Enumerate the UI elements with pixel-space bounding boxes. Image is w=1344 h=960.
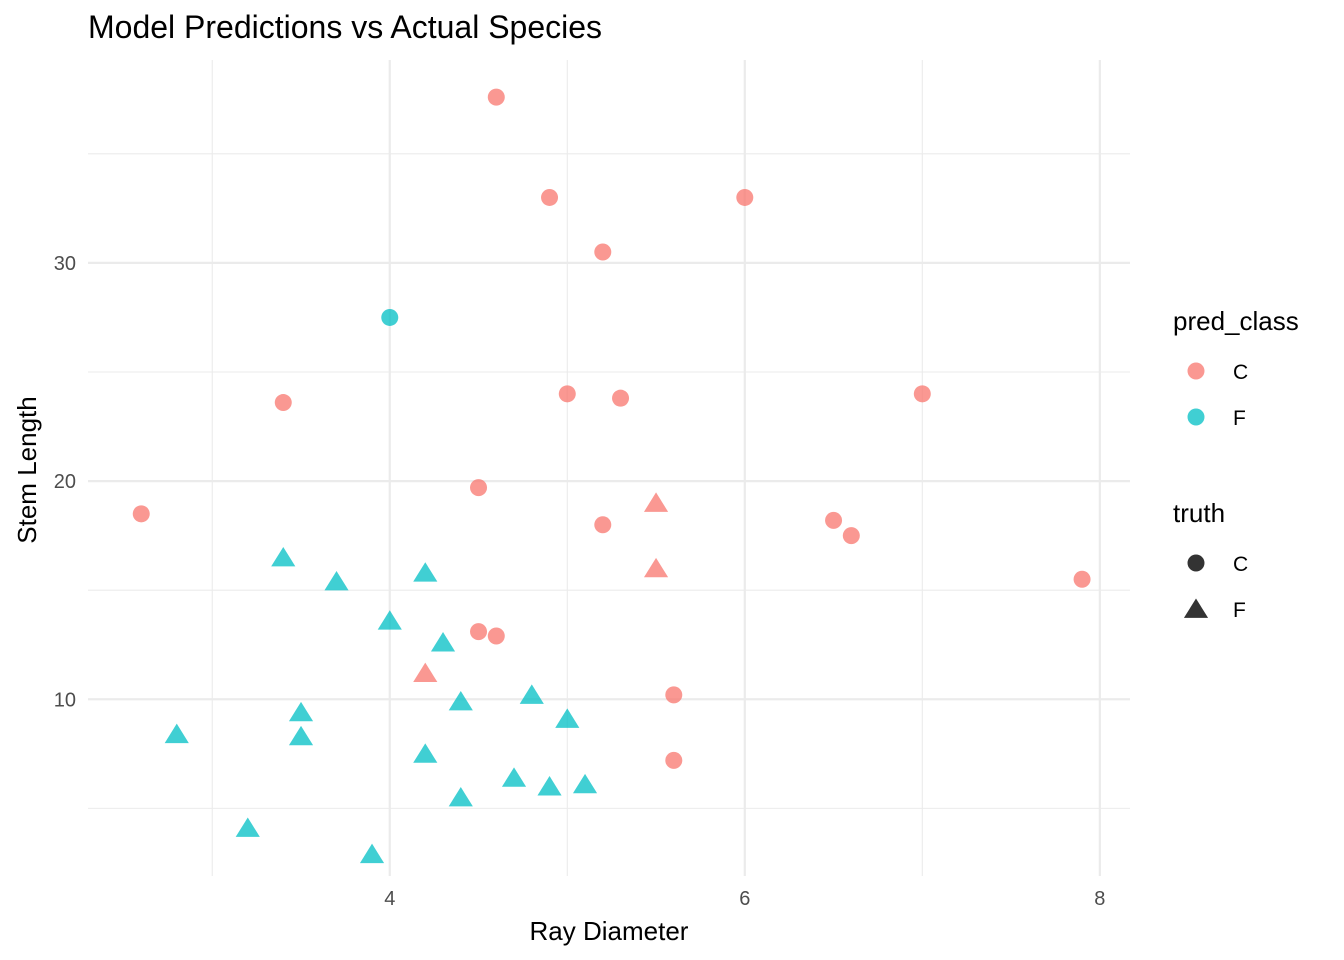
data-point-circle — [665, 686, 683, 704]
data-point-triangle — [413, 562, 438, 582]
data-point-circle — [612, 389, 630, 407]
data-point-circle — [736, 188, 754, 206]
data-point-circle — [487, 627, 505, 645]
x-tick-label: 6 — [739, 888, 750, 910]
data-point-circle — [594, 516, 612, 534]
data-point-circle — [913, 385, 931, 403]
legend-key-triangle — [1183, 598, 1209, 618]
legend-title-truth: truth — [1173, 498, 1225, 528]
data-point-circle — [825, 511, 843, 529]
data-point-triangle — [324, 570, 349, 591]
x-tick-labels: 4 6 8 — [384, 888, 1105, 910]
data-point-circle — [487, 88, 505, 106]
data-point-circle — [470, 479, 488, 497]
y-tick-label: 30 — [54, 253, 76, 275]
legend-key-circle — [1187, 408, 1205, 426]
data-point-triangle — [537, 776, 562, 796]
data-point-triangle — [555, 708, 580, 728]
data-point-triangle — [519, 684, 544, 704]
data-point-circle — [1073, 570, 1091, 588]
legend-label: F — [1233, 599, 1246, 622]
data-point-circle — [274, 394, 292, 412]
data-point-triangle — [377, 610, 402, 630]
data-point-circle — [558, 385, 576, 403]
data-points — [132, 88, 1091, 864]
data-point-triangle — [448, 786, 473, 807]
chart-title: Model Predictions vs Actual Species — [88, 9, 602, 45]
legend-label: C — [1233, 361, 1248, 384]
y-tick-label: 10 — [54, 689, 76, 711]
data-point-triangle — [359, 843, 385, 864]
data-point-triangle — [430, 632, 456, 652]
grid — [88, 60, 1130, 876]
legend-label: F — [1233, 407, 1246, 430]
legend-title-pred-class: pred_class — [1173, 306, 1299, 336]
data-point-triangle — [572, 773, 598, 794]
data-point-circle — [381, 308, 399, 326]
legend-key-circle — [1187, 362, 1205, 380]
data-point-triangle — [164, 723, 189, 744]
legend-key-circle — [1187, 554, 1205, 572]
data-point-circle — [842, 527, 860, 545]
data-point-triangle — [501, 767, 527, 787]
data-point-triangle — [413, 662, 438, 683]
x-axis-title: Ray Diameter — [530, 916, 689, 946]
x-tick-label: 8 — [1094, 888, 1105, 910]
data-point-triangle — [413, 743, 438, 763]
data-point-triangle — [448, 690, 473, 711]
data-point-triangle — [288, 701, 314, 722]
data-point-circle — [470, 623, 488, 641]
y-tick-labels: 10 20 30 — [54, 253, 76, 711]
data-point-circle — [594, 243, 612, 261]
data-point-circle — [665, 751, 683, 769]
y-axis-title: Stem Length — [12, 396, 42, 543]
data-point-triangle — [235, 817, 260, 837]
legend-label: C — [1233, 553, 1248, 576]
data-point-circle — [132, 505, 150, 523]
x-tick-label: 4 — [384, 888, 395, 910]
data-point-triangle — [643, 492, 669, 512]
y-tick-label: 20 — [54, 471, 76, 493]
data-point-triangle — [643, 557, 669, 578]
data-point-triangle — [271, 546, 296, 567]
data-point-circle — [541, 188, 559, 206]
data-point-triangle — [288, 725, 314, 746]
